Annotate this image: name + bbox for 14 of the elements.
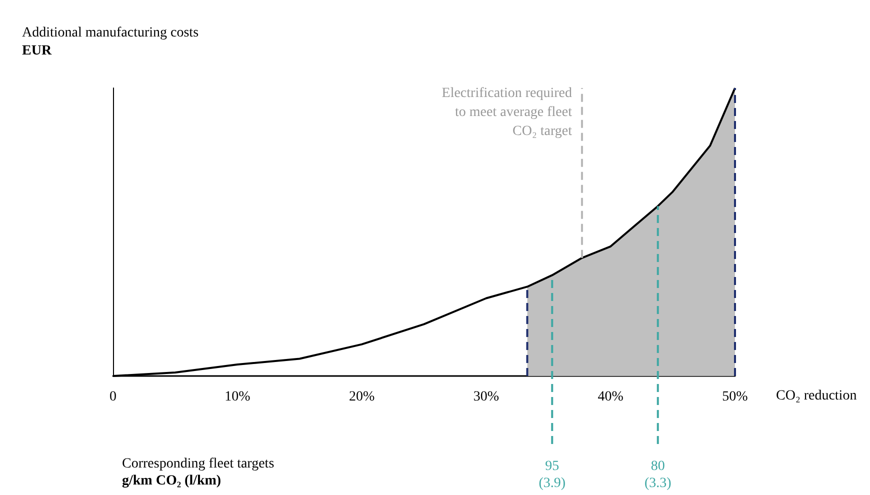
y-axis-title: EUR (22, 44, 52, 58)
x-tick-label: 0 (110, 390, 116, 404)
x-tick-label: 20% (348, 390, 375, 404)
chart-title: Additional manufacturing costs (22, 26, 199, 40)
x-tick-label: 40% (598, 390, 624, 404)
text: Corresponding fleet targets (122, 456, 274, 472)
text: g/km CO₂ (l/km) (122, 474, 222, 488)
x-axis-title: CO₂ reduction (776, 388, 857, 404)
annotation: Electrification required to meet average fleet CO₂ target (442, 86, 572, 139)
text: 95 (3.9) (538, 459, 566, 491)
x-tick-label: 50% (722, 390, 748, 404)
text: 80 (3.3) (644, 459, 672, 491)
x-tick-label: 30% (473, 390, 500, 404)
x-tick-label: 10% (224, 390, 251, 404)
